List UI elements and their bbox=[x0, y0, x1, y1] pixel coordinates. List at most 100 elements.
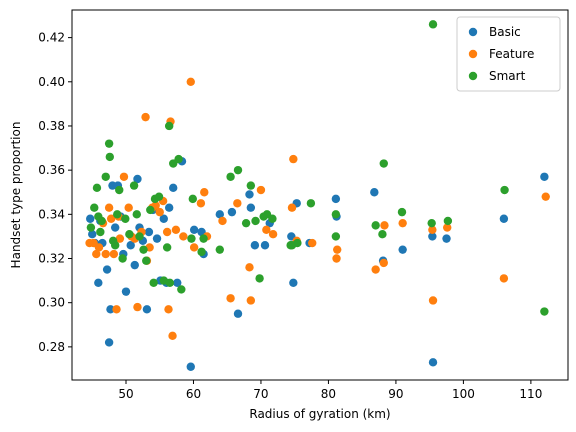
point-smart-24 bbox=[154, 192, 164, 201]
point-smart-60 bbox=[540, 307, 549, 316]
plot-frame bbox=[71, 9, 569, 381]
point-smart-5 bbox=[97, 216, 106, 226]
point-basic-36 bbox=[227, 207, 237, 217]
y-tick-label: 0.30 bbox=[38, 296, 65, 310]
point-smart-26 bbox=[162, 243, 172, 252]
point-smart-37 bbox=[226, 172, 235, 181]
point-smart-19 bbox=[139, 245, 148, 254]
point-smart-22 bbox=[149, 278, 158, 288]
point-smart-51 bbox=[331, 210, 341, 219]
point-feature-7 bbox=[106, 214, 116, 223]
series-smart bbox=[86, 20, 549, 316]
point-feature-34 bbox=[200, 188, 209, 197]
point-feature-56 bbox=[443, 223, 452, 232]
point-feature-36 bbox=[218, 216, 227, 226]
point-feature-54 bbox=[428, 225, 437, 234]
point-basic-49 bbox=[370, 188, 379, 197]
point-smart-54 bbox=[378, 230, 387, 239]
point-feature-25 bbox=[162, 227, 172, 237]
legend-label-basic: Basic bbox=[489, 25, 521, 39]
point-smart-12 bbox=[115, 185, 124, 195]
point-smart-28 bbox=[165, 278, 175, 288]
point-smart-21 bbox=[146, 205, 155, 215]
point-feature-9 bbox=[112, 305, 121, 314]
point-feature-13 bbox=[124, 203, 133, 212]
point-basic-54 bbox=[442, 234, 451, 243]
point-feature-42 bbox=[262, 225, 271, 234]
point-feature-51 bbox=[379, 258, 388, 268]
legend-marker-smart bbox=[468, 71, 478, 81]
point-basic-27 bbox=[164, 203, 174, 212]
point-basic-1 bbox=[88, 230, 97, 239]
x-tick-label: 70 bbox=[253, 387, 268, 401]
point-smart-2 bbox=[92, 183, 102, 193]
point-basic-23 bbox=[152, 234, 162, 243]
point-feature-30 bbox=[179, 232, 188, 241]
x-tick-label: 100 bbox=[452, 387, 475, 401]
point-feature-49 bbox=[333, 245, 342, 254]
point-basic-21 bbox=[144, 227, 154, 237]
legend-label-feature: Feature bbox=[489, 47, 534, 61]
point-smart-57 bbox=[428, 20, 438, 29]
point-smart-31 bbox=[177, 285, 186, 294]
legend-marker-feature bbox=[468, 49, 478, 59]
point-smart-52 bbox=[371, 221, 380, 230]
point-feature-40 bbox=[246, 296, 256, 305]
x-tick-label: 50 bbox=[118, 387, 133, 401]
point-basic-14 bbox=[121, 287, 131, 296]
point-smart-17 bbox=[132, 210, 141, 219]
point-basic-40 bbox=[250, 241, 260, 250]
point-basic-6 bbox=[102, 265, 112, 274]
point-feature-18 bbox=[141, 112, 150, 122]
point-smart-59 bbox=[500, 185, 509, 195]
point-smart-18 bbox=[135, 232, 144, 241]
point-smart-6 bbox=[101, 172, 110, 181]
point-smart-11 bbox=[113, 210, 122, 219]
point-feature-50 bbox=[371, 265, 380, 274]
legend-box bbox=[456, 16, 561, 92]
point-smart-7 bbox=[104, 139, 114, 148]
point-feature-26 bbox=[164, 305, 173, 314]
point-feature-57 bbox=[499, 274, 509, 283]
point-feature-58 bbox=[541, 192, 550, 201]
x-tick-label: 60 bbox=[186, 387, 201, 401]
point-basic-25 bbox=[159, 214, 168, 223]
point-basic-56 bbox=[540, 172, 549, 181]
x-tick-label: 90 bbox=[388, 387, 403, 401]
point-smart-13 bbox=[118, 254, 127, 263]
y-tick-label: 0.40 bbox=[38, 75, 65, 89]
point-basic-8 bbox=[106, 305, 115, 314]
point-feature-52 bbox=[380, 221, 389, 230]
points-layer bbox=[85, 20, 550, 371]
point-feature-28 bbox=[168, 331, 177, 341]
x-axis-label: Radius of gyration (km) bbox=[249, 407, 390, 421]
point-smart-50 bbox=[331, 232, 341, 241]
y-tick-label: 0.28 bbox=[38, 340, 65, 354]
point-basic-3 bbox=[94, 278, 103, 288]
point-feature-39 bbox=[245, 263, 254, 272]
point-feature-43 bbox=[268, 230, 278, 239]
point-basic-39 bbox=[246, 203, 256, 212]
point-smart-49 bbox=[306, 199, 316, 208]
point-feature-12 bbox=[119, 172, 129, 181]
point-feature-23 bbox=[155, 207, 164, 217]
point-feature-5 bbox=[101, 249, 110, 259]
y-axis: 0.28 0.30 0.32 0.34 0.36 0.38 0.40 0.42 bbox=[38, 31, 72, 354]
point-smart-35 bbox=[199, 234, 208, 243]
point-basic-0 bbox=[86, 214, 95, 223]
point-smart-32 bbox=[187, 234, 196, 243]
series-feature bbox=[85, 77, 550, 341]
point-feature-6 bbox=[104, 203, 114, 212]
point-smart-56 bbox=[427, 218, 436, 228]
point-smart-40 bbox=[246, 181, 256, 190]
point-basic-53 bbox=[428, 358, 438, 367]
point-feature-32 bbox=[189, 243, 199, 252]
point-feature-29 bbox=[171, 225, 181, 234]
point-smart-0 bbox=[86, 223, 96, 232]
point-feature-16 bbox=[133, 302, 142, 312]
point-smart-4 bbox=[96, 227, 105, 237]
point-feature-8 bbox=[109, 249, 119, 259]
legend: Basic Feature Smart bbox=[456, 16, 561, 92]
point-smart-27 bbox=[164, 121, 174, 131]
point-smart-58 bbox=[443, 216, 453, 226]
